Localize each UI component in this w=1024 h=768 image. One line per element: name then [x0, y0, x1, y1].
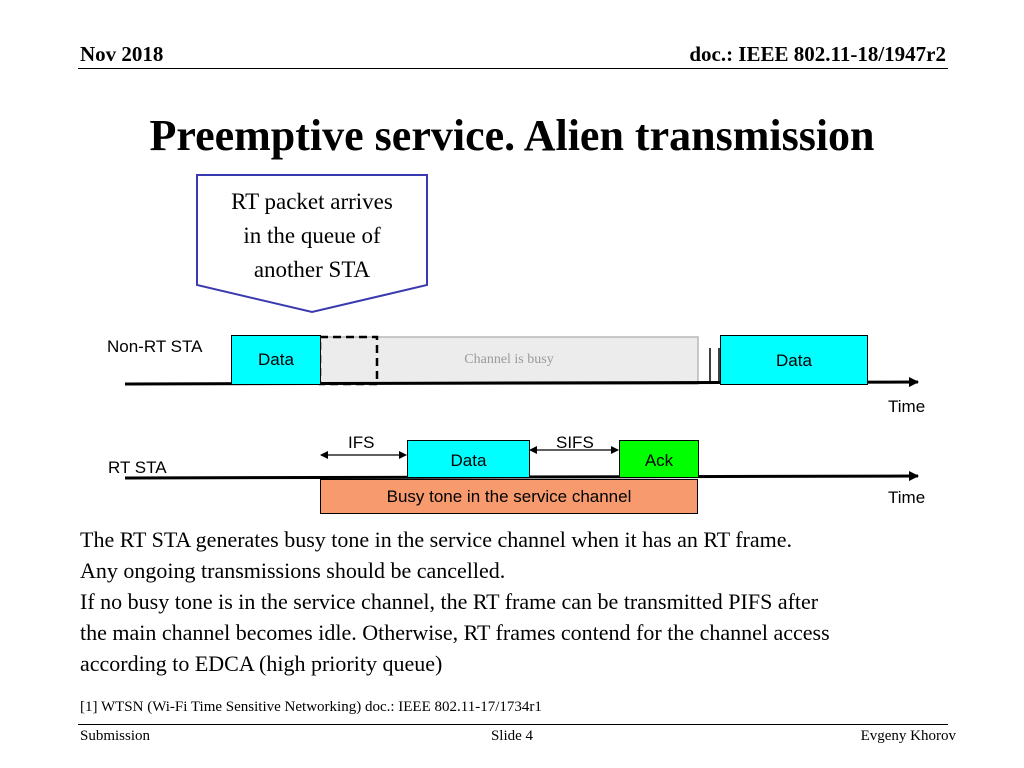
callout-line: RT packet arrives — [231, 189, 393, 214]
footer-rule — [78, 724, 948, 725]
body-line: The RT STA generates busy tone in the se… — [80, 527, 793, 552]
footer-submission: Submission — [80, 728, 151, 744]
body-line: according to EDCA (high priority queue) — [80, 651, 443, 676]
body-line: Any ongoing transmissions should be canc… — [80, 558, 506, 583]
ifs-label: IFS — [348, 433, 375, 452]
sifs-label: SIFS — [556, 433, 594, 452]
rt-sta-label: RT STA — [108, 458, 167, 477]
non-rt-data-frame-2: Data — [720, 335, 868, 385]
body-paragraph: The RT STA generates busy tone in the se… — [80, 524, 980, 679]
rt-time-label: Time — [888, 488, 926, 507]
footer-slide-number: Slide 4 — [490, 728, 534, 744]
reference-note: [1] WTSN (Wi-Fi Time Sensitive Networkin… — [80, 699, 542, 715]
non-rt-sta-label: Non-RT STA — [107, 337, 203, 356]
header-rule — [78, 68, 948, 69]
rt-data-frame: Data — [407, 440, 530, 478]
non-rt-data-frame: Data — [231, 335, 321, 385]
non-rt-time-label: Time — [888, 397, 926, 416]
body-line: the main channel becomes idle. Otherwise… — [80, 620, 830, 645]
header-date: Nov 2018 — [80, 42, 164, 66]
callout-text: RT packet arrives in the queue of anothe… — [197, 185, 427, 287]
channel-busy-label: Channel is busy — [464, 352, 554, 367]
callout-line: another STA — [253, 257, 371, 282]
footer-author: Evgeny Khorov — [860, 728, 956, 744]
callout-shape — [196, 174, 428, 314]
callout-line: in the queue of — [243, 223, 381, 248]
channel-busy-region — [319, 336, 699, 385]
header-doc-id: doc.: IEEE 802.11-18/1947r2 — [689, 42, 946, 66]
rt-ack-frame: Ack — [619, 440, 699, 478]
slide-title: Preemptive service. Alien transmission — [149, 111, 875, 160]
busy-tone-bar: Busy tone in the service channel — [320, 479, 698, 514]
body-line: If no busy tone is in the service channe… — [80, 589, 819, 614]
